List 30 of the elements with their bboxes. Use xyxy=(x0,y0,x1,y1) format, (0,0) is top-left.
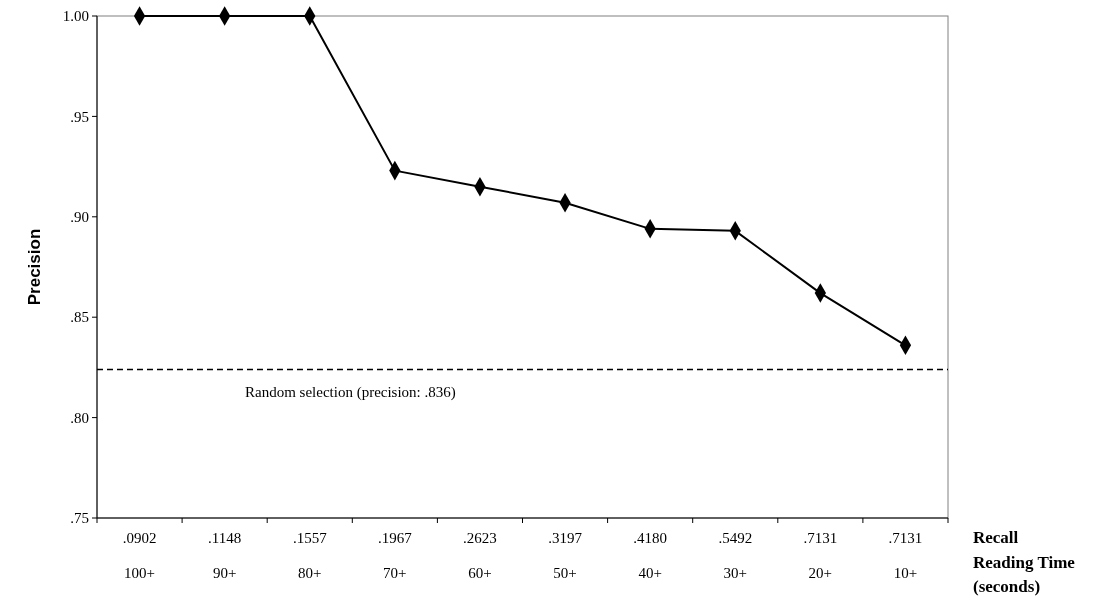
x-tick-label: 20+ xyxy=(808,565,833,581)
text: .0902 xyxy=(122,530,157,546)
x-tick-label: 80+ xyxy=(298,565,322,581)
text: .7131 xyxy=(803,530,838,546)
x-tick-label: 60+ xyxy=(468,565,492,581)
text: .1148 xyxy=(208,530,242,546)
x-axis-title: Reading Time (seconds) xyxy=(973,553,1076,596)
x-tick-label: 90+ xyxy=(212,565,237,581)
x-tick-label: 100+ xyxy=(124,565,156,581)
text: Recall xyxy=(973,528,1019,547)
y-tick-label: .80 xyxy=(70,409,89,426)
y-tick-label: .85 xyxy=(70,309,89,326)
text: .5492 xyxy=(718,530,753,546)
y-axis-title: Precision xyxy=(25,228,44,306)
text: .4180 xyxy=(633,530,668,546)
y-tick-label: 1.00 xyxy=(62,8,89,25)
text: .1967 xyxy=(377,530,413,546)
text: .3197 xyxy=(548,530,583,546)
x-tick-label: 40+ xyxy=(638,565,662,581)
y-tick-label: .75 xyxy=(70,510,89,527)
text: .7131 xyxy=(888,530,923,546)
ref-line-label: Random selection (precision: .836) xyxy=(245,384,456,402)
x-tick-label: 70+ xyxy=(383,565,407,581)
text: .2623 xyxy=(463,530,497,546)
x-tick-label: 30+ xyxy=(723,565,747,581)
x-tick-label: 50+ xyxy=(553,565,577,581)
text: .1557 xyxy=(292,530,328,546)
y-tick-label: .95 xyxy=(70,108,89,125)
y-tick-label: .90 xyxy=(70,209,89,226)
x-tick-label: 10+ xyxy=(893,565,918,581)
